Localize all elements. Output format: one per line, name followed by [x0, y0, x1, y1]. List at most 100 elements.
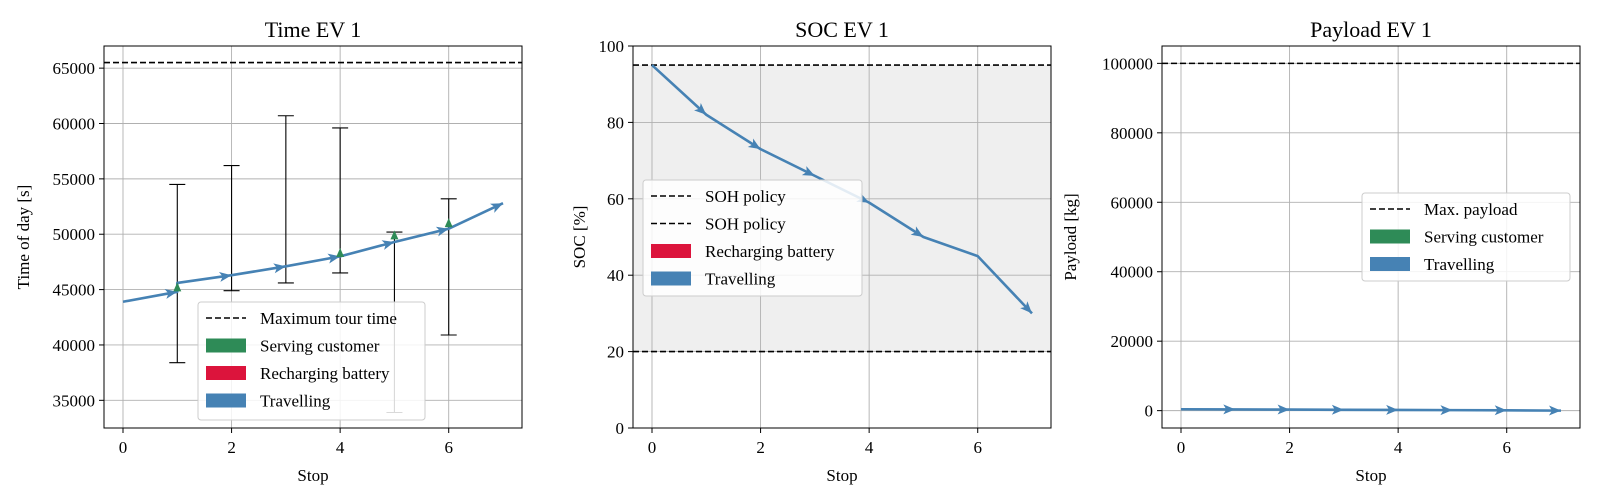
legend-item: Travelling [206, 392, 331, 411]
x-tick-label: 0 [119, 438, 128, 457]
y-tick-label: 100000 [1102, 54, 1153, 73]
x-tick-label: 4 [1394, 438, 1403, 457]
y-tick-label: 40000 [1111, 263, 1154, 282]
legend-item: SOH policy [651, 187, 786, 206]
y-tick-label: 65000 [53, 59, 96, 78]
legend-swatch-patch [206, 366, 246, 380]
y-tick-label: 50000 [53, 225, 96, 244]
travel-arrowhead [1331, 404, 1344, 415]
legend-swatch-patch [651, 244, 691, 258]
legend-swatch-patch [1370, 229, 1410, 244]
x-axis-label: Stop [826, 466, 857, 485]
legend-item: Recharging battery [651, 242, 835, 261]
y-tick-label: 80000 [1111, 124, 1154, 143]
y-tick-label: 35000 [53, 391, 96, 410]
legend-item: Travelling [1370, 255, 1495, 274]
legend-label: Maximum tour time [260, 309, 397, 328]
time-window-errorbar [169, 183, 186, 364]
legend-label: Recharging battery [260, 364, 390, 383]
x-tick-label: 6 [1502, 438, 1511, 457]
legend-swatch-patch [206, 393, 246, 408]
x-tick-label: 4 [865, 438, 874, 457]
travel-line [1180, 407, 1562, 412]
travel-arrowhead [1223, 404, 1236, 415]
y-tick-label: 20 [607, 343, 624, 362]
time-window-errorbar [277, 115, 294, 284]
chart-title: Time EV 1 [265, 17, 362, 42]
y-axis-label: SOC [%] [570, 206, 589, 269]
legend-item: Max. payload [1370, 200, 1518, 219]
y-tick-label: 0 [616, 419, 625, 438]
travel-arrowhead [273, 263, 286, 274]
travel-arrowhead [218, 271, 232, 282]
travel-arrowhead [490, 203, 503, 213]
legend-box [197, 301, 426, 421]
legend-label: Travelling [260, 392, 331, 411]
travel-arrowhead [435, 226, 449, 237]
legend-label: Recharging battery [705, 242, 835, 261]
travel-arrowhead [1277, 404, 1290, 415]
legend-swatch-patch [206, 338, 246, 353]
legend-box [1361, 192, 1571, 282]
travel-arrowhead [747, 138, 761, 150]
axes-frame [1161, 45, 1581, 429]
travel-line [122, 202, 504, 304]
legend-item: Recharging battery [206, 364, 390, 383]
legend-item: Serving customer [1370, 228, 1544, 247]
y-axis-label: Time of day [s] [14, 185, 33, 290]
y-tick-label: 55000 [53, 170, 96, 189]
y-tick-label: 60000 [1111, 193, 1154, 212]
x-tick-label: 0 [648, 438, 657, 457]
x-tick-label: 0 [1177, 438, 1186, 457]
legend-label: Serving customer [1424, 228, 1544, 247]
serving-customer-marker [173, 282, 182, 292]
y-tick-label: 80 [607, 113, 624, 132]
legend: Max. payload Serving customer Travelling [1361, 192, 1571, 282]
travel-arrowhead [1548, 405, 1561, 416]
legend: SOH policy SOH policy Recharging battery Tr… [642, 179, 863, 297]
y-axis-label: Payload [kg] [1061, 193, 1080, 280]
serving-customer-marker [336, 248, 345, 258]
legend-label: SOH policy [705, 187, 786, 206]
legend-label: Serving customer [260, 337, 380, 356]
legend-label: SOH policy [705, 215, 786, 234]
travel-arrowhead [381, 240, 395, 250]
travel-arrowhead [694, 102, 707, 115]
legend-swatch-patch [651, 271, 691, 286]
legend-label: Travelling [705, 270, 776, 289]
time-window-errorbar [223, 165, 240, 292]
y-tick-label: 45000 [53, 281, 96, 300]
chart-panel-1: 0 2 4 6 35000 40000 45000 50000 55000 60000 65000 T… [14, 17, 523, 485]
travel-arrowhead [164, 289, 178, 299]
legend-item: Maximum tour time [206, 309, 397, 328]
legend-label: Travelling [1424, 255, 1495, 274]
axes-frame [103, 45, 523, 429]
y-tick-label: 60 [607, 190, 624, 209]
y-tick-label: 40 [607, 266, 624, 285]
legend-swatch-patch [1370, 257, 1410, 271]
x-tick-label: 4 [336, 438, 345, 457]
legend-label: Max. payload [1424, 200, 1518, 219]
y-tick-label: 20000 [1111, 332, 1154, 351]
travel-arrowhead [1386, 404, 1399, 415]
chart-panel-3: 0 2 4 6 0 20000 40000 60000 80000 100000 Payload E… [1061, 17, 1581, 485]
travel-arrowhead [1494, 405, 1507, 416]
chart-title: Payload EV 1 [1310, 17, 1432, 42]
axes-frame [632, 45, 1052, 429]
y-tick-label: 60000 [53, 115, 96, 134]
legend-box [642, 179, 863, 297]
x-tick-label: 2 [1285, 438, 1294, 457]
legend: Maximum tour time Serving customer Recharg… [197, 301, 426, 421]
travel-arrowhead [1440, 405, 1453, 416]
x-axis-label: Stop [297, 466, 328, 485]
serving-customer-marker [390, 230, 399, 240]
x-tick-label: 6 [973, 438, 982, 457]
legend-item: Serving customer [206, 337, 380, 356]
legend-item: SOH policy [651, 215, 786, 234]
travel-arrowhead [801, 166, 815, 176]
legend-item: Travelling [651, 270, 776, 289]
x-tick-label: 2 [756, 438, 765, 457]
x-tick-label: 6 [444, 438, 453, 457]
x-axis-label: Stop [1355, 466, 1386, 485]
